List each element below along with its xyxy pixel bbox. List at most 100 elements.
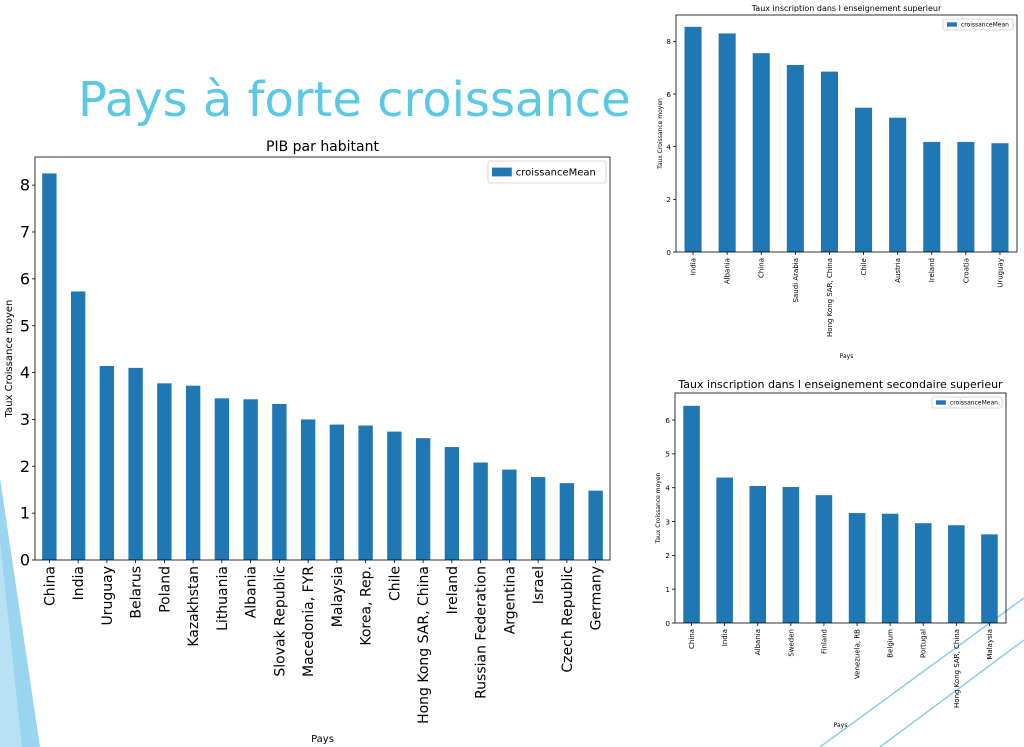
y-tick-label: 2 <box>666 195 671 204</box>
y-axis-label: Taux Croissance moyen <box>655 472 662 544</box>
legend-box <box>931 396 1003 409</box>
x-tick-label: Sweden <box>787 629 795 657</box>
x-tick-label: Hong Kong SAR, China <box>953 629 961 708</box>
plot-frame <box>675 14 1018 253</box>
legend-swatch <box>936 400 946 405</box>
x-tick-label: China <box>758 258 766 278</box>
x-tick-label: Albania <box>724 258 732 284</box>
y-tick-label: 5 <box>665 450 670 459</box>
legend-swatch <box>947 22 957 27</box>
x-tick-label: Chile <box>860 258 868 276</box>
bar-argentina <box>502 469 517 560</box>
plot-frame <box>674 392 1007 624</box>
bar-poland <box>157 383 172 560</box>
x-tick-label: Ireland <box>445 566 461 614</box>
x-axis-label: Pays <box>311 734 334 745</box>
x-tick-label: Poland <box>157 566 173 613</box>
y-tick-label: 6 <box>665 416 670 425</box>
left-decoration-shape-light <box>0 540 22 747</box>
y-tick-label: 3 <box>20 410 30 429</box>
x-tick-label: Malaysia <box>986 629 994 660</box>
x-tick-label: China <box>42 566 58 606</box>
x-axis-label: Pays <box>840 353 854 360</box>
bar-chile <box>855 107 873 253</box>
x-tick-label: Russian Federation <box>474 566 490 699</box>
x-tick-label: Kazakhstan <box>186 566 202 647</box>
y-tick-label: 4 <box>20 363 30 382</box>
y-tick-label: 7 <box>20 223 30 242</box>
y-tick-label: 3 <box>665 517 670 526</box>
x-tick-label: Israel <box>531 566 547 604</box>
x-tick-label: Portugal <box>920 629 928 658</box>
chart-title: Taux inscription dans l enseignement sec… <box>677 378 1003 391</box>
bar-albania <box>718 33 736 252</box>
legend-box <box>942 18 1014 31</box>
y-tick-label: 6 <box>20 269 30 288</box>
bar-lithuania <box>214 398 230 560</box>
bar-china <box>683 405 700 623</box>
x-tick-label: Uruguay <box>996 258 1004 288</box>
x-tick-label: Saudi Arabia <box>792 258 800 302</box>
bar-slovak-republic <box>272 403 287 560</box>
bar-uruguay <box>99 365 115 560</box>
x-tick-label: India <box>721 629 729 646</box>
x-tick-label: Ireland <box>928 258 936 282</box>
legend-label: croissanceMean <box>950 400 998 407</box>
x-tick-label: Albania <box>244 566 260 618</box>
y-tick-label: 2 <box>665 551 670 560</box>
bar-czech-republic <box>559 483 575 560</box>
right-decoration-line <box>879 639 1024 747</box>
bar-uruguay <box>991 143 1009 252</box>
bar-india <box>716 477 733 623</box>
bar-germany <box>588 490 603 560</box>
bar-ireland <box>444 447 460 560</box>
x-tick-label: Finland <box>820 629 828 654</box>
plot-frame <box>34 156 611 561</box>
bar-china <box>752 53 770 252</box>
y-tick-label: 8 <box>20 176 30 195</box>
x-tick-label: Uruguay <box>100 566 116 626</box>
legend-label: croissanceMean <box>961 22 1009 29</box>
y-tick-label: 4 <box>665 484 670 493</box>
x-tick-label: Czech Republic <box>560 566 576 673</box>
bar-belgium <box>881 513 899 623</box>
x-tick-label: Lithuania <box>215 566 231 631</box>
bar-albania <box>749 486 767 623</box>
x-axis-label: Pays <box>834 722 848 729</box>
y-tick-label: 5 <box>20 316 30 335</box>
bar-chile <box>387 431 402 560</box>
x-tick-label: Germany <box>589 566 605 630</box>
legend-label: croissanceMean <box>516 168 596 179</box>
x-tick-label: Hong Kong SAR, China <box>826 258 834 337</box>
bar-finland <box>815 495 833 623</box>
y-tick-label: 0 <box>666 248 671 257</box>
bar-hong-kong-sar-china <box>415 438 431 560</box>
bar-macedonia-fyr <box>300 419 316 560</box>
chart-title: PIB par habitant <box>266 139 379 155</box>
y-tick-label: 0 <box>665 619 670 628</box>
x-tick-label: Slovak Republic <box>272 566 288 677</box>
x-tick-label: China <box>688 629 696 649</box>
x-tick-label: Austria <box>894 258 902 283</box>
x-tick-label: Croatia <box>962 258 970 283</box>
y-tick-label: 6 <box>666 90 671 99</box>
x-tick-label: Belarus <box>129 566 145 619</box>
x-tick-label: Malaysia <box>330 566 346 627</box>
bar-china <box>42 173 57 560</box>
y-tick-label: 2 <box>20 457 30 476</box>
bar-venezuela-rb <box>848 513 866 623</box>
bar-albania <box>243 399 258 560</box>
bar-portugal <box>914 523 932 623</box>
bar-india <box>684 26 702 252</box>
y-tick-label: 4 <box>666 142 671 151</box>
slide-title: Pays à forte croissance <box>78 72 631 128</box>
bar-belarus <box>128 367 143 560</box>
y-tick-label: 1 <box>665 585 670 594</box>
chart-title: Taux inscription dans l enseignement sup… <box>751 4 942 13</box>
legend-swatch <box>492 167 512 177</box>
bar-austria <box>889 117 907 252</box>
